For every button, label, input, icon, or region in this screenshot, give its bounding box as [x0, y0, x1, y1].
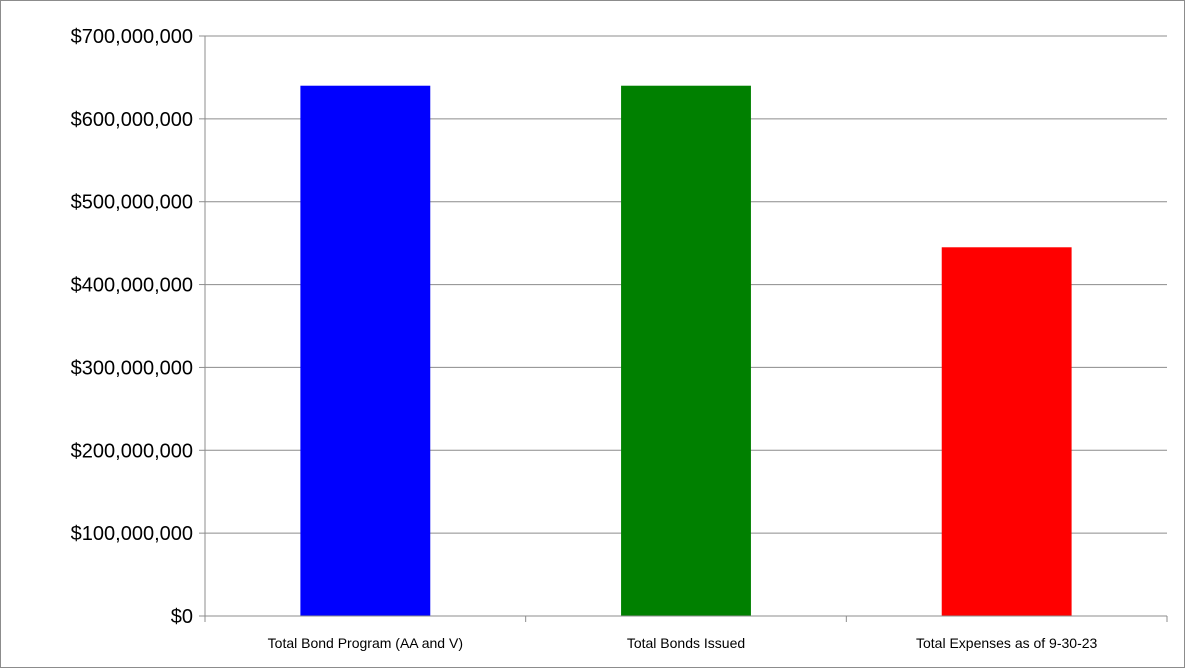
y-axis-ticks: $0 $100,000,000 $200,000,000 $300,000,000 $4… — [71, 26, 193, 628]
y-tick-label: $400,000,000 — [71, 275, 193, 297]
y-tick-label: $300,000,000 — [71, 357, 193, 379]
x-axis-ticks: Total Bond Program (AA and V) Total Bonds… — [268, 635, 1098, 651]
bar — [621, 85, 751, 616]
x-tick-label: Total Bond Program (AA and V) — [268, 635, 463, 651]
bar — [941, 247, 1072, 617]
y-tick-label: $700,000,000 — [71, 26, 193, 48]
y-tick-label: $0 — [171, 606, 193, 628]
axes — [199, 35, 1168, 622]
bars — [300, 85, 1072, 617]
bar — [300, 85, 431, 616]
y-tick-label: $100,000,000 — [71, 523, 193, 545]
y-tick-label: $200,000,000 — [71, 440, 193, 462]
x-tick-label: Total Expenses as of 9-30-23 — [916, 635, 1098, 651]
y-tick-label: $500,000,000 — [71, 192, 193, 214]
x-tick-label: Total Bonds Issued — [627, 635, 745, 651]
y-tick-label: $600,000,000 — [71, 109, 193, 131]
